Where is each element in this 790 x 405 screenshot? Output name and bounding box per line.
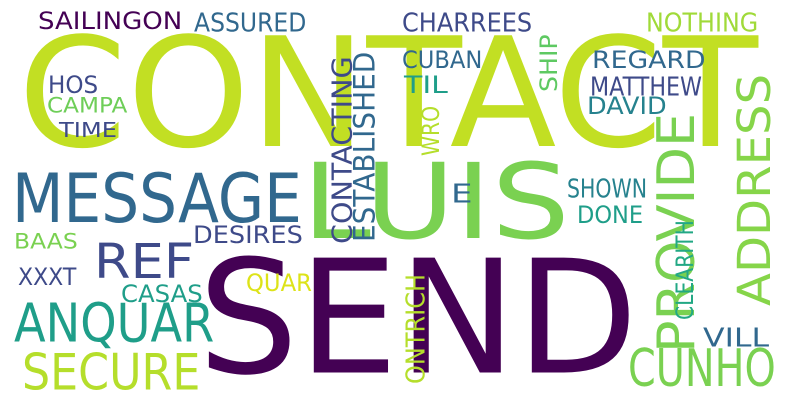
word-time: TIME: [59, 118, 118, 142]
word-anquar: ANQUAR: [14, 291, 215, 354]
word-baas: BAAS: [14, 228, 78, 254]
word-hos: HOS: [48, 71, 99, 100]
word-assured: ASSURED: [194, 7, 307, 38]
word-message: MESSAGE: [12, 159, 302, 239]
word-til: TIL: [404, 71, 448, 100]
word-shown: SHOWN: [567, 173, 648, 204]
word-cuban: CUBAN: [402, 46, 483, 75]
word-ref: REF: [94, 234, 195, 290]
word-ship: SHIP: [535, 34, 564, 92]
word-cunho: CUNHO: [628, 339, 776, 399]
word-casas: CASAS: [121, 280, 203, 309]
word-sailingon: SAILINGON: [38, 7, 183, 36]
word-matthew: MATTHEW: [590, 71, 702, 102]
word-regard: REGARD: [592, 46, 706, 75]
word-vill: VILL: [703, 322, 770, 353]
word-xxxt: XXXT: [18, 263, 77, 292]
word-luis: LUIS: [302, 141, 570, 263]
word-clearith: CLEARITH: [671, 220, 700, 320]
word-address: ADDRESS: [728, 73, 782, 307]
word-send: SEND: [198, 226, 638, 405]
word-quar: QUAR: [246, 269, 312, 298]
word-e: E: [451, 178, 473, 209]
word-secure: SECURE: [22, 343, 201, 402]
word-ontrich: ONTRICH: [400, 273, 431, 384]
word-david: DAVID: [587, 92, 667, 121]
word-charrees: CHARREES: [402, 7, 533, 38]
word-contact: CONTACT: [18, 5, 759, 183]
word-campa: CAMPA: [47, 92, 128, 118]
word-nothing: NOTHING: [646, 7, 759, 38]
word-wro: WRO: [417, 105, 446, 156]
word-done: DONE: [577, 201, 644, 230]
word-desires: DESIRES: [193, 221, 303, 250]
word-established: ESTABLISHED: [346, 51, 382, 243]
